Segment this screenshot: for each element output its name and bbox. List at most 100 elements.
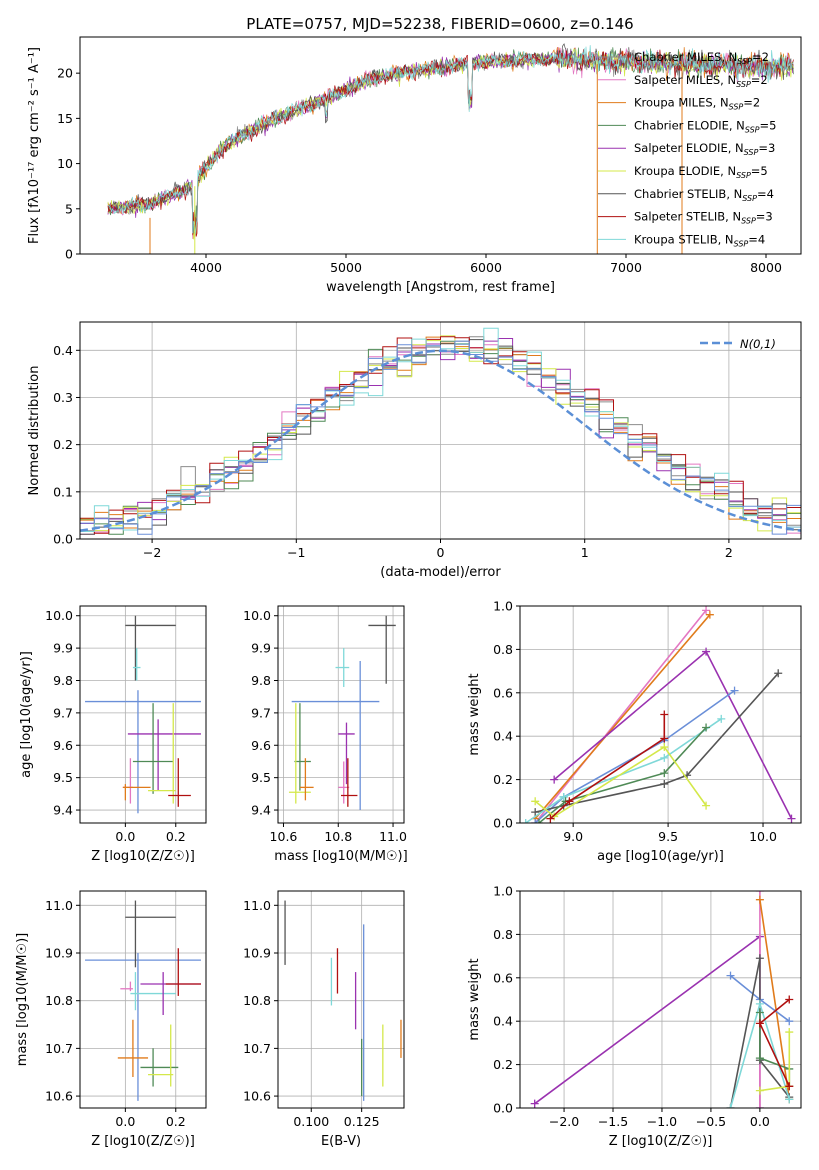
- data-point: [288, 703, 311, 804]
- data-point: [168, 758, 191, 807]
- weight-marker: [531, 797, 540, 806]
- legend-label: Salpeter ELODIE, NSSP=3: [634, 141, 775, 157]
- weight-series: [534, 745, 707, 818]
- weight-marker: [660, 753, 669, 762]
- y-axis-label: age [log10(age/yr)]: [19, 651, 34, 778]
- weight-marker: [546, 814, 555, 823]
- y-tick-label: 20: [57, 66, 73, 81]
- plot-frame: [277, 605, 405, 824]
- x-tick-label: 2: [725, 545, 733, 560]
- y-tick-label: 9.8: [251, 673, 271, 688]
- weight-marker: [660, 779, 669, 788]
- x-tick-label: 1: [581, 545, 589, 560]
- y-tick-label: 10.8: [243, 993, 271, 1008]
- weight-marker: [730, 686, 739, 695]
- y-tick-label: 0.8: [493, 642, 513, 657]
- data-point: [130, 972, 176, 1011]
- y-tick-label: 0.0: [493, 816, 513, 831]
- weight-marker: [565, 797, 574, 806]
- legend-label: Chabrier ELODIE, NSSP=5: [634, 118, 776, 134]
- legend-label: Salpeter STELIB, NSSP=3: [634, 210, 773, 226]
- weight-marker: [717, 714, 726, 723]
- y-tick-label: 5: [65, 201, 73, 216]
- data-point: [122, 758, 133, 804]
- y-tick-label: 9.4: [251, 803, 271, 818]
- data-point: [122, 784, 151, 801]
- weight-marker: [531, 819, 540, 823]
- weight-marker: [521, 819, 530, 823]
- x-tick-label: 0.2: [166, 1114, 186, 1129]
- y-tick-label: 10.0: [45, 608, 73, 623]
- weight-marker: [774, 669, 783, 678]
- y-tick-label: 11.0: [243, 898, 271, 913]
- x-tick-label: 7000: [610, 260, 642, 275]
- y-axis-label: mass [log10(M/M☉)]: [15, 933, 30, 1066]
- x-tick-label: 0.0: [750, 1114, 770, 1129]
- y-tick-label: 0.4: [493, 1014, 513, 1029]
- weight-marker: [785, 995, 794, 1004]
- y-tick-label: 0.6: [493, 685, 513, 700]
- y-axis-label: mass weight: [467, 958, 482, 1040]
- weight-marker: [530, 1099, 539, 1108]
- legend-label: Chabrier STELIB, NSSP=4: [634, 187, 774, 203]
- legend-label: Kroupa ELODIE, NSSP=5: [634, 164, 768, 180]
- data-point: [165, 948, 201, 996]
- residual-panel: −2 −1 0 1 2 0.0 0.1 0.2 0.3 0.4 (data-model)/error…: [27, 321, 802, 580]
- data-point: [125, 615, 176, 681]
- massweight-vs-metallicity-panel: −2.0 −1.5 −1.0 −0.5 0.0 0.0 0.2 0.4 0.6 0.8 1.0 Z […: [467, 884, 802, 1149]
- chart-title: PLATE=0757, MJD=52238, FIBERID=0600, z=0…: [246, 15, 633, 33]
- plot-frame: [79, 36, 802, 255]
- legend-label: N(0,1): [740, 337, 776, 351]
- legend-label: Kroupa MILES, NSSP=2: [634, 96, 760, 112]
- y-tick-label: 9.7: [53, 705, 73, 720]
- x-tick-label: −1: [287, 545, 305, 560]
- y-tick-label: 0.6: [493, 970, 513, 985]
- x-tick-label: −1.5: [598, 1114, 628, 1129]
- y-tick-label: 10.7: [45, 1041, 73, 1056]
- histogram-series: [80, 340, 801, 535]
- x-axis-label: age [log10(age/yr)]: [597, 849, 724, 864]
- weight-marker: [726, 1104, 735, 1108]
- y-tick-label: 10.0: [243, 608, 271, 623]
- y-tick-label: 0.1: [53, 484, 73, 499]
- massweight-vs-age-panel: 9.0 9.5 10.0 0.0 0.2 0.4 0.6 0.8 1.0 age [log10(a…: [467, 599, 802, 864]
- x-tick-label: −1.0: [647, 1114, 677, 1129]
- x-tick-label: 9.0: [563, 829, 583, 844]
- x-tick-label: 0: [437, 545, 445, 560]
- weight-marker: [726, 971, 735, 980]
- weight-series: [534, 935, 761, 1108]
- y-tick-label: 10.6: [243, 1089, 271, 1104]
- spectrum-series: [107, 47, 794, 237]
- plot-frame: [277, 890, 405, 1109]
- x-tick-label: 9.5: [658, 829, 678, 844]
- y-tick-label: 0.3: [53, 390, 73, 405]
- weight-series: [538, 726, 707, 823]
- data-point: [85, 953, 201, 1101]
- weight-marker: [660, 769, 669, 778]
- weight-marker: [755, 1104, 764, 1108]
- weight-marker: [755, 954, 764, 963]
- y-tick-label: 10.8: [45, 993, 73, 1008]
- age-vs-mass-panel: 10.6 10.8 11.0 9.4 9.5 9.6 9.7 9.8 9.9 10.0 mass […: [243, 605, 408, 864]
- mass-vs-ebv-panel: 0.100 0.125 10.6 10.7 10.8 10.9 11.0 E(B-V): [243, 890, 405, 1149]
- weight-marker: [785, 1017, 794, 1026]
- x-axis-label: wavelength [Angstrom, rest frame]: [326, 280, 555, 295]
- y-tick-label: 10: [57, 156, 73, 171]
- x-tick-label: 4000: [190, 260, 222, 275]
- weight-marker: [702, 723, 711, 732]
- weight-marker: [702, 801, 711, 810]
- y-tick-label: 0.0: [53, 532, 73, 547]
- x-tick-label: −2.0: [549, 1114, 579, 1129]
- weight-marker: [705, 610, 714, 619]
- weight-series: [759, 1032, 791, 1092]
- weight-marker: [785, 1028, 794, 1037]
- weight-series: [534, 609, 707, 823]
- x-tick-label: 8000: [750, 260, 782, 275]
- x-axis-label: Z [log10(Z/Z☉)]: [91, 1134, 195, 1149]
- y-tick-label: 9.8: [53, 673, 73, 688]
- weight-marker: [755, 895, 764, 904]
- plot-frame: [519, 890, 802, 1109]
- x-tick-label: 5000: [330, 260, 362, 275]
- weight-marker: [534, 819, 543, 823]
- weight-marker: [787, 814, 796, 823]
